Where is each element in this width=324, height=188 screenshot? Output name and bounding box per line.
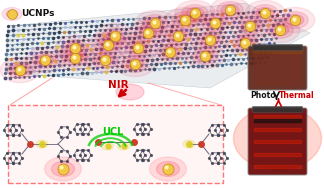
- FancyBboxPatch shape: [252, 45, 303, 51]
- Ellipse shape: [192, 48, 218, 64]
- Ellipse shape: [186, 7, 204, 19]
- Ellipse shape: [157, 44, 183, 60]
- Ellipse shape: [95, 23, 135, 49]
- Ellipse shape: [32, 52, 58, 68]
- Ellipse shape: [161, 46, 179, 58]
- Ellipse shape: [176, 14, 194, 26]
- Ellipse shape: [156, 161, 179, 177]
- Ellipse shape: [196, 50, 214, 62]
- Ellipse shape: [118, 35, 158, 61]
- Ellipse shape: [128, 20, 168, 46]
- Text: Thermal: Thermal: [279, 90, 314, 99]
- Ellipse shape: [135, 10, 175, 36]
- Ellipse shape: [182, 5, 208, 21]
- Ellipse shape: [45, 157, 81, 181]
- Ellipse shape: [129, 42, 147, 54]
- Ellipse shape: [165, 7, 205, 33]
- Ellipse shape: [36, 140, 48, 148]
- Ellipse shape: [7, 62, 33, 78]
- Text: UCL: UCL: [102, 127, 123, 137]
- Ellipse shape: [25, 47, 65, 73]
- FancyBboxPatch shape: [248, 108, 307, 175]
- Ellipse shape: [169, 30, 187, 42]
- Ellipse shape: [221, 4, 239, 16]
- FancyBboxPatch shape: [248, 46, 307, 90]
- Ellipse shape: [88, 32, 128, 58]
- Ellipse shape: [102, 28, 128, 44]
- Ellipse shape: [175, 0, 215, 26]
- Ellipse shape: [260, 17, 300, 43]
- Ellipse shape: [135, 25, 161, 41]
- Ellipse shape: [225, 30, 265, 56]
- Ellipse shape: [116, 84, 144, 100]
- Ellipse shape: [237, 18, 263, 34]
- Ellipse shape: [236, 37, 254, 49]
- Polygon shape: [5, 3, 310, 88]
- Text: NIR: NIR: [108, 80, 128, 90]
- Ellipse shape: [206, 17, 224, 29]
- Ellipse shape: [256, 7, 274, 19]
- Ellipse shape: [217, 2, 243, 18]
- Ellipse shape: [62, 40, 88, 56]
- Ellipse shape: [252, 5, 278, 21]
- Ellipse shape: [125, 40, 151, 56]
- Ellipse shape: [183, 140, 195, 148]
- Ellipse shape: [85, 47, 125, 73]
- Ellipse shape: [158, 23, 198, 49]
- Ellipse shape: [267, 22, 293, 38]
- Ellipse shape: [36, 54, 54, 66]
- Ellipse shape: [201, 34, 219, 46]
- Ellipse shape: [96, 54, 114, 66]
- Ellipse shape: [195, 10, 235, 36]
- Ellipse shape: [165, 28, 191, 44]
- Ellipse shape: [55, 45, 95, 71]
- Ellipse shape: [115, 51, 155, 77]
- Ellipse shape: [197, 32, 223, 48]
- Ellipse shape: [234, 107, 321, 170]
- Ellipse shape: [150, 157, 186, 181]
- Ellipse shape: [232, 35, 258, 51]
- Ellipse shape: [202, 15, 228, 31]
- Ellipse shape: [118, 142, 130, 150]
- Ellipse shape: [52, 161, 75, 177]
- Ellipse shape: [282, 12, 308, 28]
- Ellipse shape: [271, 24, 289, 36]
- Ellipse shape: [55, 35, 95, 61]
- Ellipse shape: [122, 56, 148, 72]
- Ellipse shape: [150, 39, 190, 65]
- Ellipse shape: [172, 12, 198, 28]
- Ellipse shape: [95, 37, 121, 53]
- Ellipse shape: [99, 39, 117, 51]
- Ellipse shape: [106, 30, 124, 42]
- FancyBboxPatch shape: [8, 105, 223, 183]
- Text: UCNPs: UCNPs: [21, 10, 54, 18]
- Ellipse shape: [11, 64, 29, 76]
- Ellipse shape: [66, 52, 84, 64]
- Ellipse shape: [66, 42, 84, 54]
- Ellipse shape: [139, 27, 157, 39]
- Ellipse shape: [62, 50, 88, 66]
- Ellipse shape: [92, 52, 118, 68]
- Ellipse shape: [0, 57, 40, 83]
- Ellipse shape: [142, 15, 168, 31]
- Ellipse shape: [126, 58, 144, 70]
- Ellipse shape: [6, 10, 18, 18]
- Ellipse shape: [146, 17, 164, 29]
- Ellipse shape: [286, 14, 304, 26]
- Ellipse shape: [230, 13, 270, 39]
- Ellipse shape: [275, 7, 315, 33]
- Text: Photo: Photo: [250, 90, 275, 99]
- Ellipse shape: [185, 43, 225, 69]
- Ellipse shape: [210, 0, 250, 23]
- FancyBboxPatch shape: [252, 106, 303, 112]
- Ellipse shape: [190, 27, 230, 53]
- Ellipse shape: [101, 142, 113, 150]
- Ellipse shape: [245, 0, 285, 26]
- Ellipse shape: [2, 8, 22, 20]
- Ellipse shape: [241, 20, 259, 32]
